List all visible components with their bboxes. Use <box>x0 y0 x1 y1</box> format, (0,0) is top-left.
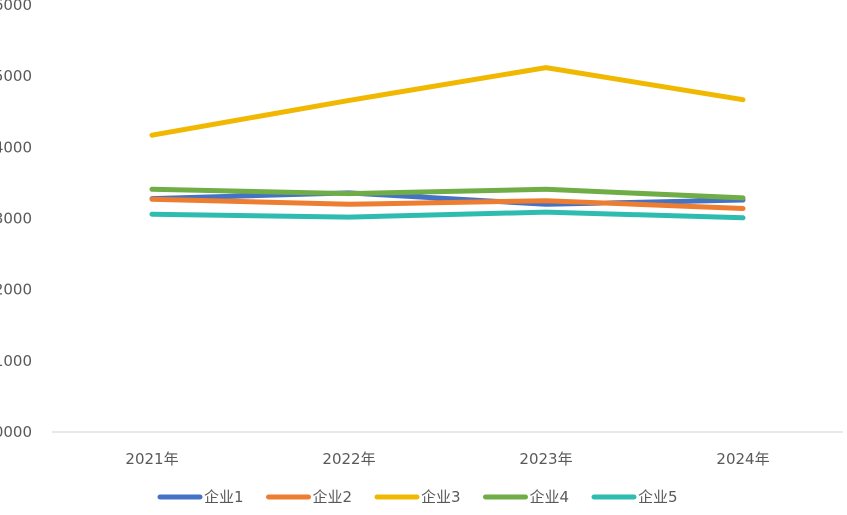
series-line-5 <box>149 209 746 221</box>
legend-label-3: 企业3 <box>421 488 461 506</box>
legend-label-4: 企业4 <box>530 488 570 506</box>
series-lines <box>149 65 746 221</box>
y-tick-label: 1000 <box>0 352 32 370</box>
legend-label-1: 企业1 <box>204 488 244 506</box>
x-axis-labels: 2021年 2022年 2023年 2024年 <box>125 450 769 468</box>
legend-label-2: 企业2 <box>313 488 353 506</box>
x-tick-label: 2021年 <box>125 450 178 468</box>
series-line-2 <box>149 196 746 211</box>
y-tick-label: 4000 <box>0 138 32 156</box>
y-tick-label: 5000 <box>0 67 32 85</box>
x-tick-label: 2023年 <box>519 450 572 468</box>
series-line-3 <box>149 65 746 138</box>
y-tick-label: 2000 <box>0 281 32 299</box>
y-tick-label: 3000 <box>0 210 32 228</box>
x-tick-label: 2024年 <box>716 450 769 468</box>
y-tick-label: 6000 <box>0 0 32 14</box>
legend: 企业1 企业2 企业3 企业4 企业5 <box>157 488 678 506</box>
legend-label-5: 企业5 <box>638 488 678 506</box>
x-tick-label: 2022年 <box>322 450 375 468</box>
series-line-4 <box>149 186 746 201</box>
